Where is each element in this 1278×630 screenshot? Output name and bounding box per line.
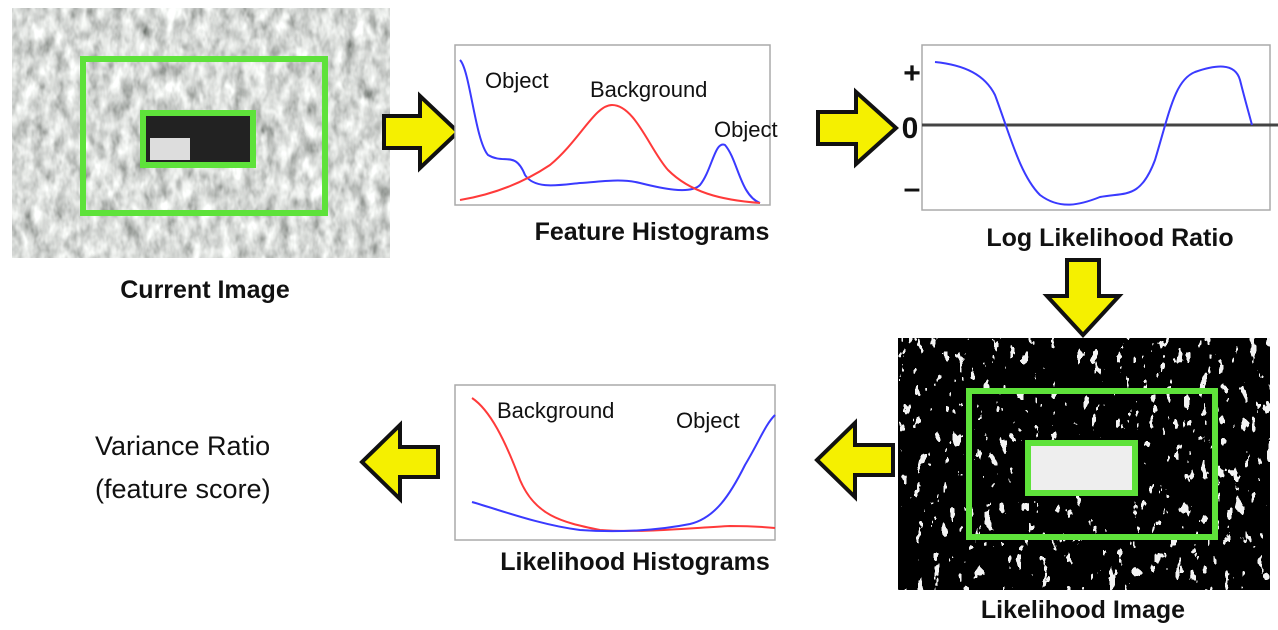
caption: Feature Histograms	[535, 218, 770, 246]
arrow	[1047, 260, 1119, 335]
arrow	[818, 92, 896, 164]
arrow	[817, 423, 893, 497]
arrow	[362, 425, 438, 499]
object-region	[1030, 445, 1133, 491]
axis-label: +	[903, 57, 921, 90]
annotation: Object	[485, 68, 549, 93]
annotation: Object	[676, 408, 740, 433]
annotation: Object	[714, 117, 778, 142]
diagram: Current Image Object Background Object F…	[0, 0, 1278, 630]
output-text: Variance Ratio	[95, 431, 270, 461]
object-highlight	[150, 138, 190, 160]
annotation: Background	[497, 398, 614, 423]
axis-label: –	[904, 172, 921, 205]
caption: Current Image	[120, 276, 290, 304]
plot-frame	[922, 45, 1270, 210]
caption: Log Likelihood Ratio	[986, 224, 1233, 252]
output-text: (feature score)	[95, 474, 271, 504]
annotation: Background	[590, 77, 707, 102]
caption: Likelihood Image	[981, 596, 1185, 624]
axis-label: 0	[902, 112, 919, 145]
arrow	[384, 96, 458, 168]
caption: Likelihood Histograms	[500, 548, 769, 576]
